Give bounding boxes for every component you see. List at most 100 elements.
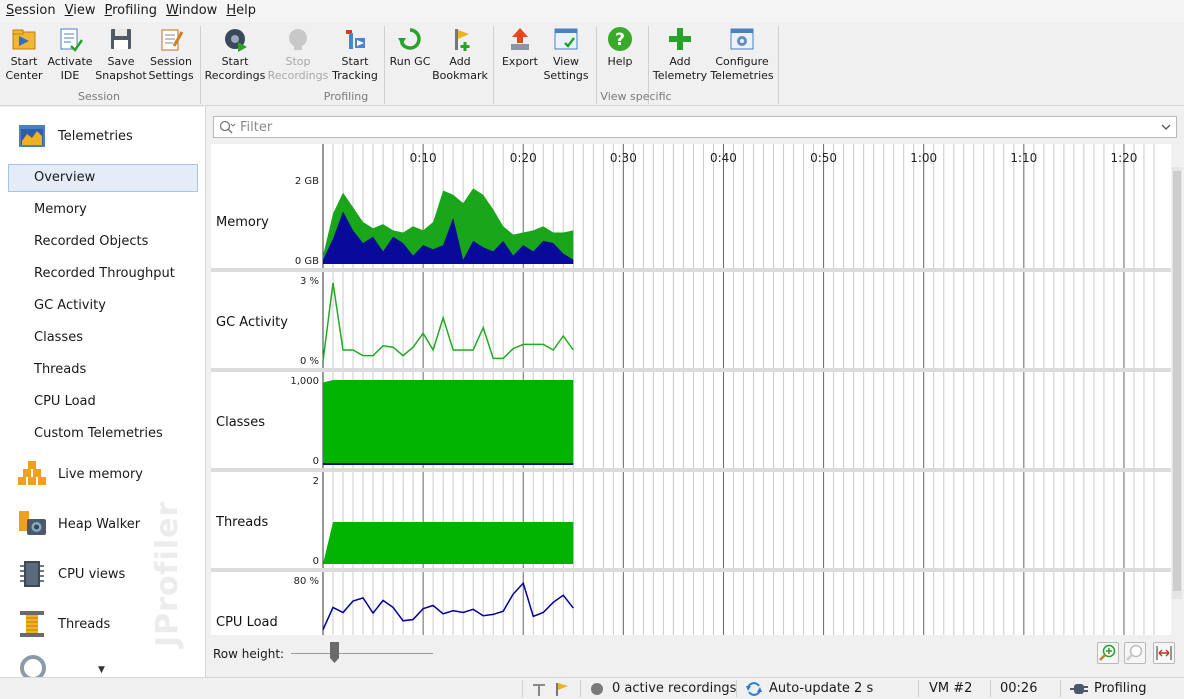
sidebar-item-cpu-load[interactable]: CPU Load xyxy=(34,394,96,409)
telemetry-timeline[interactable]: 0:10 0:20 0:30 0:40 0:50 1:00 1:10 1:20 Memory 2 … xyxy=(211,144,1171,635)
time-tick-label: 1:20 xyxy=(1110,151,1137,165)
row-separator xyxy=(211,568,1171,572)
sidebar-item-custom-telemetries[interactable]: Custom Telemetries xyxy=(34,426,163,441)
menu-bar: Session View Profiling Window Help xyxy=(0,0,1184,22)
status-separator xyxy=(736,680,737,697)
time-tick-label: 0:20 xyxy=(510,151,537,165)
scroll-down-icon[interactable]: ▼ xyxy=(98,665,105,675)
row-separator xyxy=(211,368,1171,372)
start-center-button[interactable]: Start Center xyxy=(4,24,44,86)
bookmark-flag-icon xyxy=(556,682,568,696)
run-gc-icon xyxy=(397,26,423,52)
save-snapshot-button[interactable]: Save Snapshot xyxy=(95,24,147,86)
activate-ide-icon xyxy=(57,26,84,52)
sidebar: Telemetries Overview Memory Recorded Obj… xyxy=(0,107,206,677)
toolbar-separator xyxy=(384,26,385,104)
autoupdate-status[interactable]: Auto-update 2 s xyxy=(745,678,873,699)
run-gc-button[interactable]: Run GC xyxy=(388,24,432,86)
help-button[interactable]: ? Help xyxy=(600,24,640,86)
view-settings-button[interactable]: View Settings xyxy=(542,24,590,86)
session-settings-button[interactable]: Session Settings xyxy=(148,24,194,86)
area-series xyxy=(323,380,574,464)
chevron-down-icon[interactable] xyxy=(1160,120,1172,134)
telemetry-overview[interactable]: 0:10 0:20 0:30 0:40 0:50 1:00 1:10 1:20 Memory 2 … xyxy=(211,144,1171,635)
sidebar-item-recorded-throughput[interactable]: Recorded Throughput xyxy=(34,266,175,281)
export-button[interactable]: Export xyxy=(498,24,542,86)
sidebar-section-threads[interactable]: Threads xyxy=(0,604,205,644)
zoom-out-icon xyxy=(1126,644,1143,661)
add-bookmark-icon xyxy=(447,26,473,52)
more-sections-icon xyxy=(20,655,46,677)
menu-window[interactable]: Window xyxy=(166,3,218,18)
row-title: GC Activity xyxy=(216,315,288,330)
menu-session[interactable]: Session xyxy=(6,3,56,18)
configure-telemetries-button[interactable]: Configure Telemetries xyxy=(710,24,774,86)
y-axis-min-label: 0 xyxy=(313,556,319,567)
sidebar-item-recorded-objects[interactable]: Recorded Objects xyxy=(34,234,149,249)
sidebar-section-telemetries[interactable]: Telemetries xyxy=(0,116,205,156)
refresh-icon xyxy=(746,681,762,696)
fit-width-button[interactable] xyxy=(1153,642,1175,664)
live-memory-icon xyxy=(17,459,47,489)
group-label-profiling: Profiling xyxy=(323,90,369,103)
toolbar-separator xyxy=(596,26,597,104)
add-bookmark-button[interactable]: Add Bookmark xyxy=(432,24,488,86)
time-tick-label: 0:10 xyxy=(410,151,437,165)
sidebar-item-gc-activity[interactable]: GC Activity xyxy=(34,298,106,313)
row-height-slider-thumb[interactable] xyxy=(330,642,339,663)
y-axis-max-label: 2 xyxy=(313,476,319,487)
export-icon xyxy=(507,26,533,52)
status-separator xyxy=(522,680,523,697)
toolbar-separator xyxy=(200,26,201,104)
area-series xyxy=(323,522,574,564)
profiling-mode-status: Profiling xyxy=(1070,678,1147,699)
status-bar: 0 active recordings Auto-update 2 s VM #… xyxy=(0,677,1184,698)
sidebar-item-memory[interactable]: Memory xyxy=(34,202,87,217)
save-snapshot-icon xyxy=(108,26,134,52)
status-separator xyxy=(918,680,919,697)
sidebar-section-cpu-views[interactable]: CPU views xyxy=(0,554,205,594)
vertical-scrollbar[interactable] xyxy=(1172,167,1182,599)
tracking-icons xyxy=(532,678,570,699)
sidebar-section-live-memory[interactable]: Live memory xyxy=(0,454,205,494)
toolbar-separator xyxy=(493,26,494,104)
row-title: CPU Load xyxy=(216,615,278,630)
elapsed-time: 00:26 xyxy=(1000,681,1038,696)
zoom-in-icon xyxy=(1099,644,1116,661)
filter-field[interactable]: Filter xyxy=(213,116,1177,138)
stop-recordings-button[interactable]: Stop Recordings xyxy=(268,24,328,86)
start-tracking-icon xyxy=(342,26,368,52)
heap-walker-icon xyxy=(17,509,47,539)
sidebar-item-classes[interactable]: Classes xyxy=(34,330,83,345)
start-tracking-button[interactable]: Start Tracking xyxy=(330,24,380,86)
recordings-status: 0 active recordings xyxy=(590,678,736,699)
sidebar-item-overview[interactable]: Overview xyxy=(8,164,198,192)
row-title: Memory xyxy=(216,215,269,230)
menu-help[interactable]: Help xyxy=(226,3,256,18)
status-separator xyxy=(1060,680,1061,697)
y-axis-max-label: 2 GB xyxy=(295,176,319,187)
row-height-slider-track[interactable] xyxy=(291,653,433,654)
menu-view[interactable]: View xyxy=(64,3,96,18)
sidebar-section-heap-walker[interactable]: Heap Walker xyxy=(0,504,205,544)
scrollbar-thumb[interactable] xyxy=(1173,171,1181,591)
activate-ide-button[interactable]: Activate IDE xyxy=(47,24,93,86)
y-axis-max-label: 80 % xyxy=(294,576,319,587)
toolbar-separator xyxy=(778,26,779,104)
time-tick-label: 1:10 xyxy=(1010,151,1037,165)
time-tick-label: 0:50 xyxy=(810,151,837,165)
y-axis-max-label: 3 % xyxy=(300,276,319,287)
row-height-label: Row height: xyxy=(213,647,285,661)
start-recordings-button[interactable]: Start Recordings xyxy=(205,24,265,86)
sidebar-item-threads[interactable]: Threads xyxy=(34,362,87,377)
threads-icon xyxy=(17,609,47,639)
zoom-in-button[interactable] xyxy=(1097,642,1119,664)
zoom-out-button[interactable] xyxy=(1124,642,1146,664)
y-axis-min-label: 0 xyxy=(313,456,319,467)
menu-profiling[interactable]: Profiling xyxy=(104,3,158,18)
add-telemetry-button[interactable]: Add Telemetry xyxy=(653,24,707,86)
line-series xyxy=(322,581,574,631)
toolbar: Start Center Activate IDE Save Snapshot … xyxy=(0,22,1184,106)
fit-width-icon xyxy=(1156,646,1172,660)
search-icon xyxy=(219,120,236,134)
